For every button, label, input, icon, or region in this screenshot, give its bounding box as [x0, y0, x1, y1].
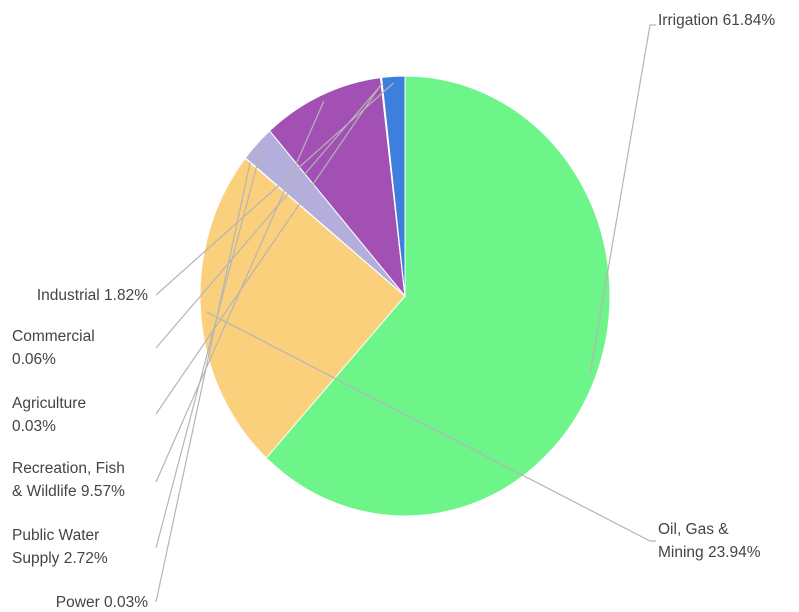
label-industrial: Industrial 1.82%	[37, 287, 148, 304]
pie-slices	[199, 75, 611, 517]
label-agriculture: Agriculture 0.03%	[12, 395, 86, 435]
slice-irrigation	[265, 75, 611, 517]
leader-lines	[155, 24, 656, 603]
leader-line-agriculture	[155, 83, 382, 415]
label-irrigation: Irrigation 61.84%	[658, 12, 775, 29]
label-oil-gas-mining: Oil, Gas & Mining 23.94%	[658, 521, 761, 561]
slice-oil-gas-mining	[199, 157, 406, 459]
leader-line-power	[155, 162, 251, 603]
label-recreation-fish-wildlife: Recreation, Fish & Wildlife 9.57%	[12, 460, 125, 500]
slice-industrial	[381, 75, 406, 297]
leader-line-commercial	[155, 83, 383, 349]
label-commercial: Commercial 0.06%	[12, 328, 95, 368]
leader-line-irrigation	[589, 24, 656, 374]
leader-line-public-water-supply	[155, 148, 263, 549]
leader-line-oil-gas-mining	[206, 311, 656, 542]
label-power: Power 0.03%	[56, 594, 148, 611]
leader-line-industrial	[155, 82, 395, 296]
slice-labels: Irrigation 61.84% Oil, Gas & Mining 23.94%…	[12, 12, 775, 611]
label-public-water-supply: Public Water Supply 2.72%	[12, 527, 108, 567]
slice-recreation-fish-wildlife	[268, 77, 406, 298]
